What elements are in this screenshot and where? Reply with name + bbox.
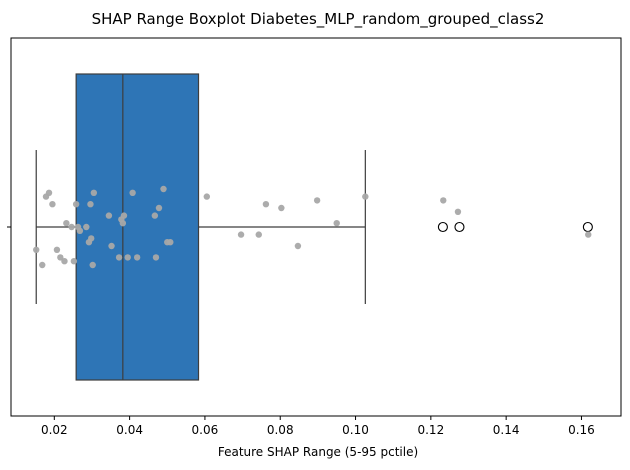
- strip-point: [70, 258, 78, 265]
- strip-point: [203, 193, 211, 200]
- strip-point: [63, 220, 70, 227]
- x-tick-label: 0.14: [493, 423, 520, 437]
- strip-point: [313, 197, 321, 204]
- strip-point: [155, 204, 163, 212]
- strip-point: [90, 189, 98, 196]
- strip-point: [133, 254, 141, 261]
- strip-point: [105, 212, 113, 219]
- strip-point: [262, 201, 270, 208]
- strip-point: [83, 223, 90, 231]
- strip-point: [294, 242, 302, 250]
- outlier-point: [582, 221, 593, 233]
- strip-point: [237, 231, 245, 238]
- strip-point: [160, 185, 167, 193]
- strip-point: [585, 231, 592, 238]
- strip-point: [39, 261, 46, 269]
- strip-point: [454, 208, 462, 215]
- strip-point: [255, 231, 262, 238]
- x-tick-label: 0.04: [116, 423, 143, 437]
- strip-point: [333, 220, 340, 227]
- strip-point: [76, 227, 84, 234]
- strip-point: [61, 258, 68, 265]
- strip-point: [362, 193, 369, 200]
- outlier-point: [454, 221, 465, 233]
- x-tick-label: 0.12: [417, 423, 444, 437]
- strip-point: [115, 254, 123, 261]
- x-tick-label: 0.06: [192, 423, 219, 437]
- strip-point: [167, 239, 174, 246]
- x-tick-label: 0.16: [568, 423, 595, 437]
- outlier-point: [437, 221, 448, 233]
- iqr-box: [75, 73, 200, 381]
- strip-point: [278, 204, 285, 212]
- strip-point: [45, 189, 53, 196]
- strip-point: [89, 261, 96, 269]
- strip-point: [440, 197, 447, 204]
- x-tick-label: 0.10: [342, 423, 369, 437]
- strip-point: [33, 246, 40, 253]
- strip-point: [87, 201, 94, 208]
- x-tick-label: 0.02: [41, 423, 68, 437]
- strip-point: [88, 235, 95, 242]
- strip-point: [129, 189, 136, 196]
- x-axis-label: Feature SHAP Range (5-95 pctile): [218, 445, 418, 459]
- x-tick-label: 0.08: [267, 423, 294, 437]
- strip-point: [151, 212, 159, 219]
- strip-point: [120, 212, 128, 219]
- strip-point: [57, 254, 64, 261]
- strip-point: [68, 223, 75, 231]
- strip-point: [152, 254, 160, 261]
- chart-title: SHAP Range Boxplot Diabetes_MLP_random_g…: [92, 10, 545, 29]
- axes: 0.02 0.04 0.06 0.08 0.10 0.12 0.14 0.16: [7, 37, 622, 437]
- strip-point: [124, 254, 131, 261]
- plot-area: [33, 73, 593, 381]
- strip-point: [53, 246, 61, 253]
- strip-point: [108, 242, 115, 250]
- strip-point: [119, 220, 127, 227]
- strip-point: [72, 201, 80, 208]
- strip-point: [49, 201, 56, 208]
